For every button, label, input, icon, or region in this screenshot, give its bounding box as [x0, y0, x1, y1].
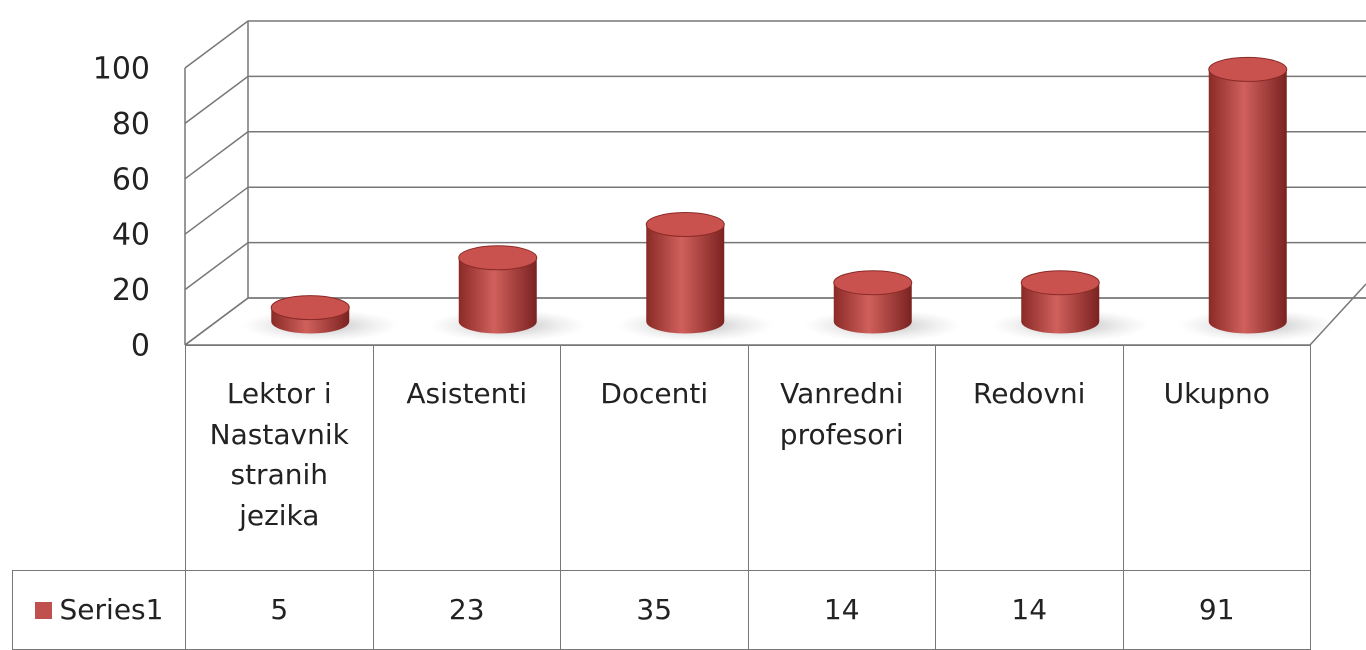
category-cell: Asistenti — [372, 345, 561, 571]
bar-body — [458, 257, 537, 334]
category-cell: Ukupno — [1122, 345, 1311, 571]
y-tick-label: 40 — [112, 218, 150, 253]
value-cell: 14 — [935, 570, 1124, 650]
y-tick-label: 80 — [112, 107, 150, 142]
category-cell: Vanredni profesori — [747, 345, 936, 571]
bar-body — [833, 282, 912, 334]
bar — [1020, 270, 1100, 334]
grid-line — [184, 241, 1366, 291]
category-cell: Docenti — [560, 345, 749, 571]
category-cell: Lektor i Nastavnik stranih jezika — [185, 345, 374, 571]
bar — [645, 212, 725, 334]
grid-line — [184, 186, 1366, 235]
value-cell: 91 — [1122, 570, 1311, 650]
grid-line — [184, 20, 1366, 69]
value-cell: 5 — [185, 570, 374, 650]
y-tick-label: 60 — [112, 162, 150, 197]
legend-label: Series1 — [59, 592, 164, 626]
bar-top — [833, 270, 913, 296]
bar — [270, 295, 350, 334]
value-cell: 23 — [372, 570, 561, 650]
bar-top — [645, 212, 725, 238]
value-cell: 14 — [747, 570, 936, 650]
y-tick-label: 100 — [93, 52, 150, 87]
bar-body — [646, 224, 725, 334]
bar — [1208, 56, 1288, 334]
bar-top — [1208, 56, 1288, 82]
y-tick-label: 20 — [112, 273, 150, 308]
value-cell: 35 — [560, 570, 749, 650]
grid-line — [184, 131, 1366, 180]
bar-body — [1021, 282, 1100, 334]
category-cell: Redovni — [935, 345, 1124, 571]
bar-body — [1208, 69, 1287, 334]
bar-top — [270, 295, 350, 321]
grid-line — [184, 75, 1366, 125]
bar-top — [1020, 270, 1100, 296]
legend-swatch — [34, 601, 52, 619]
legend-cell: Series1 — [12, 570, 186, 650]
y-tick-label: 0 — [131, 329, 150, 364]
grid-line — [184, 297, 1366, 346]
bar — [833, 270, 913, 334]
bar — [458, 245, 538, 334]
bar-top — [458, 245, 538, 271]
